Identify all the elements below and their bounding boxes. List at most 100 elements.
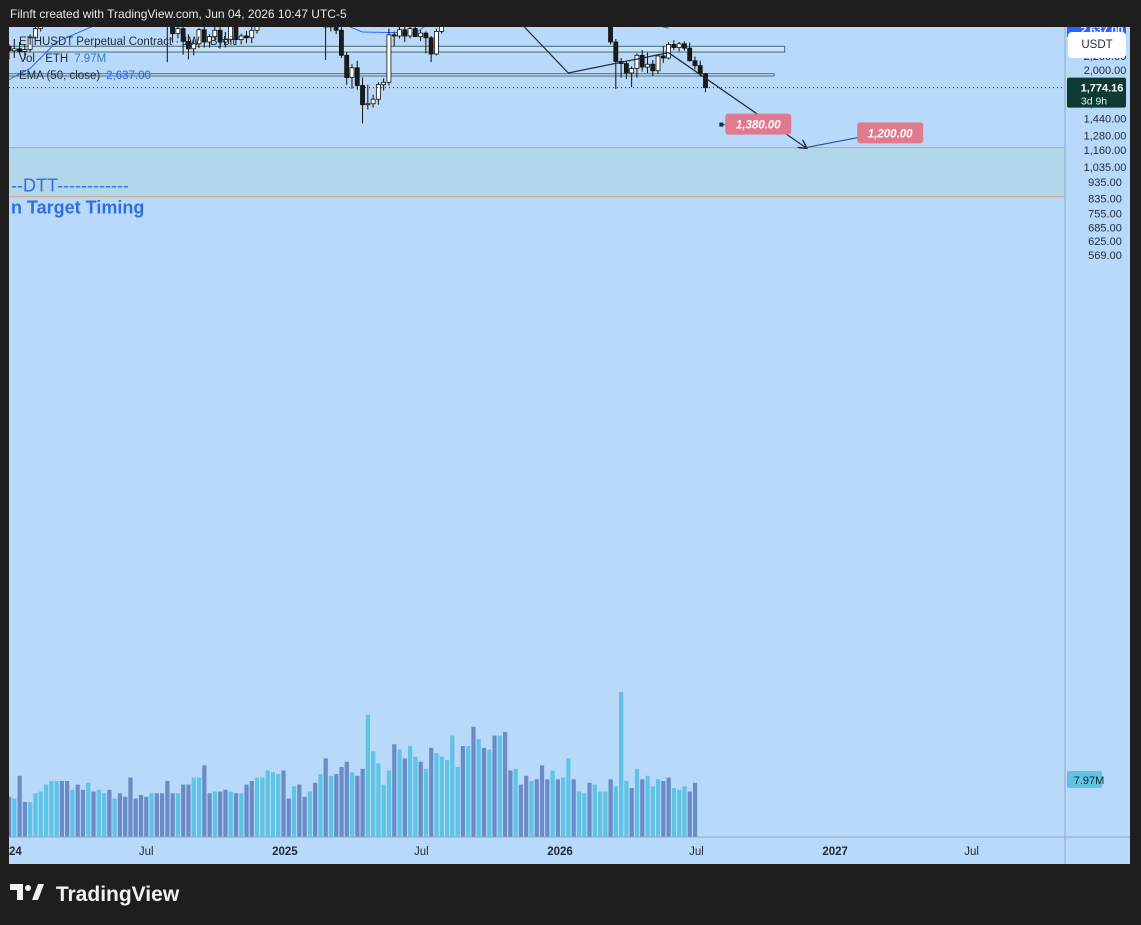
- volume-bar: [307, 791, 312, 837]
- candle-body: [613, 41, 619, 62]
- volume-bar: [418, 761, 423, 837]
- target-label-2: 1,200.00: [868, 128, 913, 140]
- target-label-box-2: [857, 122, 924, 144]
- candle-body: [645, 63, 650, 68]
- volume-bar: [455, 767, 460, 837]
- candle-body: [439, 27, 445, 32]
- candle-body: [207, 36, 212, 43]
- price-zone-1: [9, 45, 786, 53]
- volume-bar: [413, 756, 418, 837]
- volume-bar: [291, 786, 297, 837]
- candle-body: [217, 29, 223, 43]
- time-tick: Jul: [689, 846, 704, 858]
- price-tick: 1,440.00: [1084, 113, 1127, 125]
- volume-bar: [550, 770, 555, 837]
- volume-bar: [244, 784, 249, 837]
- volume-bar: [228, 791, 233, 837]
- volume-bar: [492, 735, 497, 837]
- header-caption: Filnft created with TradingView.com, Jun…: [10, 7, 347, 21]
- candle-body: [17, 48, 22, 52]
- volume-bar: [286, 798, 291, 837]
- price-tick: 1,160.00: [1084, 145, 1127, 157]
- volume-bar: [70, 789, 75, 837]
- volume-bar: [402, 758, 407, 837]
- volume-bar: [524, 775, 529, 837]
- volume-bar: [175, 793, 181, 837]
- volume-bar: [154, 793, 159, 837]
- candle-body: [639, 54, 645, 68]
- time-tick: Jul: [414, 846, 429, 858]
- volume-bar: [529, 781, 534, 837]
- volume-bar: [281, 770, 286, 837]
- volume-bar: [487, 749, 492, 837]
- volume-bar: [91, 791, 96, 837]
- legend-ema-label: EMA (50, close): [19, 70, 101, 82]
- volume-bar: [165, 781, 170, 837]
- volume-bar: [619, 691, 624, 837]
- volume-bar: [33, 793, 38, 837]
- legend-ema-row: EMA (50, close) 2,637.00: [19, 68, 235, 85]
- dtt-caption: n Target Timing: [11, 198, 144, 218]
- volume-bar: [196, 777, 202, 837]
- volume-bar: [28, 802, 33, 837]
- scale-unit-button[interactable]: USDT: [1068, 32, 1126, 58]
- legend-volume-label: Vol · ETH: [19, 53, 69, 65]
- candle-body: [660, 55, 666, 59]
- volume-bar: [592, 784, 597, 837]
- legend-symbol: ETHUSDT Perpetual Contract · 1W · Bybit: [19, 36, 236, 48]
- volume-bar: [107, 789, 112, 837]
- candle-body: [676, 43, 682, 48]
- price-tick: 625.00: [1088, 236, 1122, 248]
- target-label-1: 1,380.00: [736, 120, 781, 132]
- last-price-tag: [1067, 77, 1126, 108]
- target-label-box-1: [725, 113, 792, 135]
- volume-bar: [608, 779, 613, 837]
- chart-legend: ETHUSDT Perpetual Contract · 1W · Bybit …: [19, 34, 235, 85]
- ema-price-tag-label: 2,637.00: [1081, 27, 1124, 36]
- candle-body: [175, 28, 181, 35]
- volume-bar: [656, 779, 661, 837]
- price-chart[interactable]: --DTT------------n Target Timing 1,380.0…: [9, 27, 1130, 864]
- volume-bar: [444, 760, 450, 837]
- volume-bar: [207, 793, 212, 837]
- time-tick: Jul: [964, 846, 979, 858]
- volume-bar: [476, 739, 481, 837]
- candle-body: [666, 44, 671, 59]
- volume-bar: [371, 751, 376, 837]
- volume-bar: [386, 770, 392, 837]
- legend-ema-value: 2,637.00: [106, 70, 151, 82]
- volume-bar: [133, 798, 138, 837]
- volume-bar: [434, 753, 439, 837]
- price-tick: 2,000.00: [1084, 65, 1127, 77]
- volume-bar: [466, 746, 471, 837]
- volume-bar: [513, 768, 518, 837]
- volume-bar: [86, 782, 91, 837]
- volume-bar: [545, 779, 550, 837]
- candle-body: [196, 29, 202, 45]
- volume-bar: [408, 746, 413, 837]
- dtt-label: --DTT------------: [11, 176, 129, 196]
- volume-bar: [634, 768, 640, 837]
- volume-bar: [376, 763, 381, 837]
- volume-bar: [503, 732, 508, 837]
- volume-bar: [650, 786, 655, 837]
- candle-body: [212, 29, 218, 37]
- candle-body: [671, 44, 677, 48]
- volume-bar: [128, 777, 133, 837]
- volume-bar: [365, 714, 371, 837]
- volume-bar: [576, 791, 582, 837]
- volume-bar: [323, 758, 328, 837]
- volume-bar: [645, 775, 650, 837]
- candle-body: [249, 29, 255, 39]
- candle-body: [402, 29, 408, 37]
- candle-body: [186, 40, 191, 50]
- candle-body: [629, 68, 635, 74]
- volume-bar: [629, 788, 634, 837]
- volume-bar: [539, 765, 545, 837]
- candle-body: [22, 49, 28, 52]
- price-axis-panel: [1065, 27, 1130, 864]
- projection-path: [523, 27, 806, 148]
- volume-bar: [255, 777, 260, 837]
- candle-body: [370, 98, 376, 105]
- candle-body: [608, 27, 613, 43]
